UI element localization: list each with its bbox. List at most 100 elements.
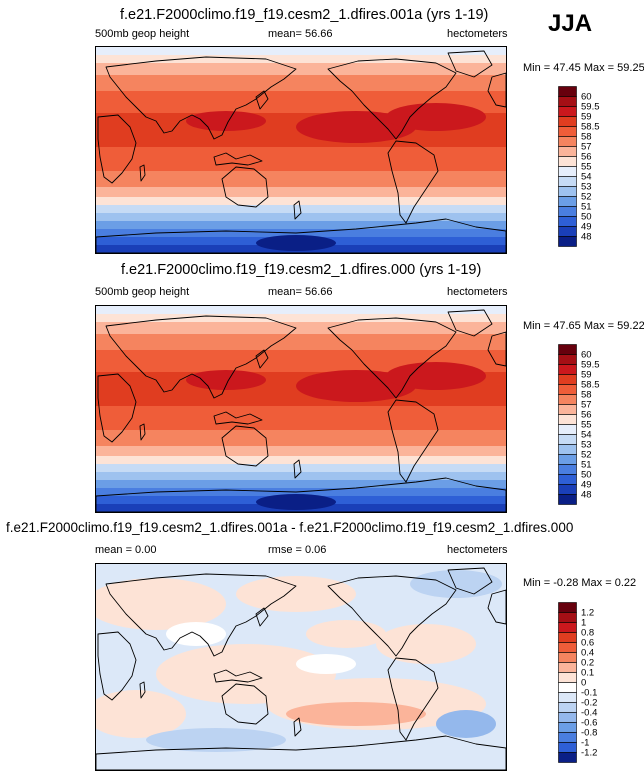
coastline-3 <box>221 683 269 725</box>
panel-1-colorbar: 60 59.5 59 58.5 58 57 56 55 54 53 52 51 50 49 48 <box>558 86 618 248</box>
colorbar-swatch-4 <box>558 126 577 137</box>
colorbar-swatch-0 <box>558 86 577 97</box>
coastline-7 <box>327 575 457 657</box>
map-blob-atlantic-high <box>386 362 486 390</box>
map-band-3 <box>96 334 506 350</box>
colorbar-label-4: 58 <box>581 132 592 143</box>
colorbar-label-4: 0.4 <box>581 648 594 659</box>
coastline-11 <box>96 218 506 253</box>
panel-1-map <box>95 46 507 254</box>
coastline-2 <box>139 164 146 182</box>
colorbar-swatch-8 <box>558 166 577 177</box>
colorbar-swatch-15 <box>558 752 577 763</box>
panel-2-mean: mean= 56.66 <box>268 286 333 298</box>
map-blob-6 <box>306 620 386 648</box>
colorbar-label-3: 58.5 <box>581 380 600 391</box>
map-band-11 <box>96 472 506 480</box>
colorbar-swatch-7 <box>558 672 577 683</box>
map-band-2 <box>96 322 506 334</box>
colorbar-label-11: 51 <box>581 202 592 213</box>
colorbar-label-10: 52 <box>581 450 592 461</box>
colorbar-label-12: 50 <box>581 212 592 223</box>
panel-3-title: f.e21.F2000climo.f19_f19.cesm2_1.dfires.… <box>6 520 574 535</box>
panel-2-colorbar: 60 59.5 59 58.5 58 57 56 55 54 53 52 51 50 49 48 <box>558 344 618 506</box>
panel-1-minmax: Min = 47.45 Max = 59.25 <box>523 62 644 74</box>
coastline-7 <box>327 58 457 140</box>
colorbar-label-8: 54 <box>581 172 592 183</box>
colorbar-label-13: -1 <box>581 738 589 749</box>
map-band-0 <box>96 47 506 55</box>
colorbar-label-0: 60 <box>581 92 592 103</box>
colorbar-label-8: -0.1 <box>581 688 597 699</box>
coastline-0 <box>105 573 297 657</box>
map-blob-antarctic-low <box>256 494 336 510</box>
season-label: JJA <box>548 10 593 37</box>
coastline-10 <box>487 589 506 625</box>
colorbar-label-11: -0.6 <box>581 718 597 729</box>
colorbar-label-5: 0.2 <box>581 658 594 669</box>
map-band-2 <box>96 63 506 75</box>
coastline-9 <box>387 140 439 224</box>
coastline-3 <box>221 425 269 467</box>
colorbar-label-7: 55 <box>581 420 592 431</box>
colorbar-label-8: 54 <box>581 430 592 441</box>
coastline-1 <box>97 114 137 184</box>
colorbar-label-6: 56 <box>581 152 592 163</box>
colorbar-swatch-10 <box>558 186 577 197</box>
coastline-5 <box>213 411 263 425</box>
map-band-9 <box>96 197 506 205</box>
panel-1-units: hectometers <box>447 28 508 40</box>
colorbar-swatch-14 <box>558 484 577 495</box>
map-band-1 <box>96 55 506 63</box>
colorbar-label-14: 48 <box>581 490 592 501</box>
coastline-5 <box>213 669 263 683</box>
colorbar-label-12: -0.8 <box>581 728 597 739</box>
colorbar-label-5: 57 <box>581 400 592 411</box>
coastline-8 <box>447 567 493 595</box>
colorbar-label-6: 56 <box>581 410 592 421</box>
colorbar-swatch-14 <box>558 226 577 237</box>
colorbar-label-1: 59.5 <box>581 102 600 113</box>
colorbar-label-7: 55 <box>581 162 592 173</box>
colorbar-label-14: -1.2 <box>581 748 597 759</box>
panel-3-colorbar: 1.2 1 0.8 0.6 0.4 0.2 0.1 0 -0.1 -0.2 -0.4 -0.6 -0.8… <box>558 602 618 764</box>
colorbar-label-10: 52 <box>581 192 592 203</box>
colorbar-swatch-3 <box>558 116 577 127</box>
colorbar-swatch-12 <box>558 206 577 217</box>
colorbar-swatch-0 <box>558 344 577 355</box>
colorbar-swatch-12 <box>558 464 577 475</box>
coastline-1 <box>97 631 137 701</box>
map-band-6 <box>96 147 506 171</box>
colorbar-swatch-6 <box>558 404 577 415</box>
map-band-11 <box>96 213 506 221</box>
panel-2-field-label: 500mb geop height <box>95 286 190 298</box>
map-blob-10 <box>146 728 286 752</box>
colorbar-swatch-12 <box>558 722 577 733</box>
colorbar-label-2: 59 <box>581 112 592 123</box>
coastline-0 <box>105 56 297 140</box>
colorbar-swatch-14 <box>558 742 577 753</box>
colorbar-label-10: -0.4 <box>581 708 597 719</box>
map-blob-atlantic-high <box>386 103 486 131</box>
colorbar-label-6: 0.1 <box>581 668 594 679</box>
colorbar-label-9: -0.2 <box>581 698 597 709</box>
coastline-5 <box>213 152 263 166</box>
colorbar-swatch-13 <box>558 474 577 485</box>
colorbar-label-13: 49 <box>581 480 592 491</box>
colorbar-label-9: 53 <box>581 182 592 193</box>
coastline-11 <box>96 735 506 770</box>
coastline-4 <box>293 459 302 479</box>
colorbar-label-2: 59 <box>581 370 592 381</box>
colorbar-swatch-13 <box>558 732 577 743</box>
map-band-10 <box>96 205 506 213</box>
colorbar-swatch-2 <box>558 622 577 633</box>
panel-3-minmax: Min = -0.28 Max = 0.22 <box>523 577 637 589</box>
coastline-4 <box>293 717 302 737</box>
colorbar-swatch-1 <box>558 612 577 623</box>
map-blob-antarctic-low <box>256 235 336 251</box>
map-blob-11 <box>296 654 356 674</box>
map-blob-asia-high <box>186 111 266 131</box>
map-band-0 <box>96 306 506 314</box>
colorbar-swatch-5 <box>558 394 577 405</box>
coastline-9 <box>387 657 439 741</box>
